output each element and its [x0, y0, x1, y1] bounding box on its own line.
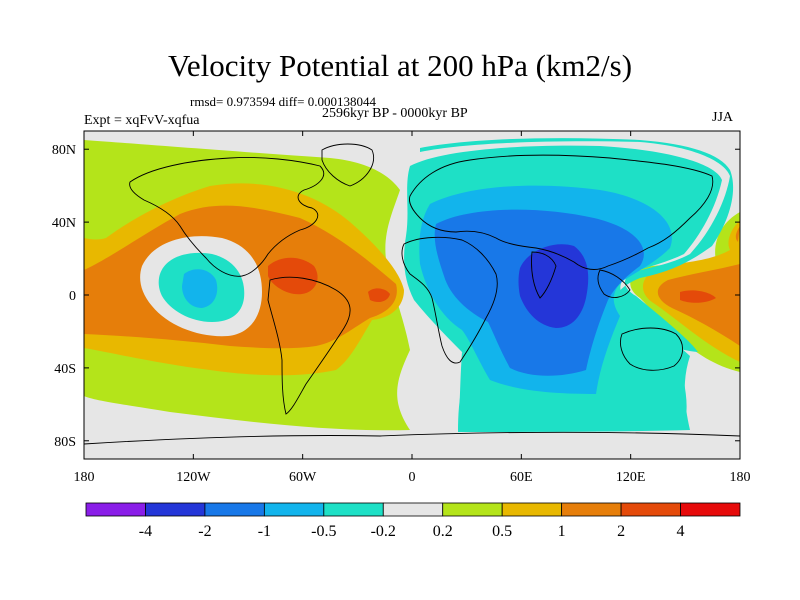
y-tick-label: 0 — [69, 289, 76, 304]
colorbar-label: 0.2 — [433, 523, 453, 540]
africa-outline — [401, 236, 498, 364]
colorbar-swatch — [204, 502, 265, 517]
map-title: Velocity Potential at 200 hPa (km2/s) — [167, 48, 633, 83]
colorbar-swatch — [85, 502, 146, 517]
experiment-label: Expt = xqFvV-xqfua — [84, 113, 200, 128]
indian-subcontinent-outline — [531, 251, 557, 299]
season-label: JJA — [712, 110, 734, 125]
north-america-outline — [129, 157, 325, 277]
colorbar-label: -1 — [258, 523, 271, 540]
southeast-asia-outline — [597, 269, 631, 298]
south-america-outline — [267, 276, 351, 415]
colorbar-swatch — [323, 502, 384, 517]
x-tick-label: 120E — [616, 470, 646, 485]
y-tick-label: 40S — [54, 362, 76, 377]
greenland-outline — [321, 143, 374, 187]
australia-outline — [619, 327, 683, 371]
colorbar-swatch — [680, 502, 741, 517]
colorbar-swatch — [263, 502, 325, 517]
contour-2 — [268, 257, 318, 295]
period-label: 2596kyr BP - 0000kyr BP — [322, 106, 468, 121]
colorbar-swatch — [501, 502, 563, 517]
y-tick-label: 80N — [52, 143, 76, 158]
contour-neg-1-pacific — [182, 269, 218, 308]
x-tick-label: 60W — [289, 470, 317, 485]
contour-field — [84, 131, 740, 459]
x-tick-label: 180 — [730, 470, 751, 485]
colorbar-label: -0.2 — [371, 523, 396, 540]
colorbar-swatch — [382, 502, 444, 517]
y-tick-label: 40N — [52, 216, 76, 231]
colorbar-label: 1 — [558, 523, 566, 540]
eurasia-outline — [409, 154, 714, 270]
colorbar-label: 0.5 — [492, 523, 512, 540]
colorbar-swatch — [620, 502, 681, 517]
colorbar-label: -0.5 — [311, 523, 336, 540]
colorbar-swatch — [561, 502, 622, 517]
colorbar-label: -2 — [198, 523, 211, 540]
contour-1-east — [657, 226, 740, 346]
colorbar-label: 4 — [677, 523, 685, 540]
colorbar-label: -4 — [139, 523, 152, 540]
colorbar-swatch — [145, 502, 206, 517]
x-tick-label: 180 — [74, 470, 95, 485]
antarctica-outline — [84, 431, 740, 445]
tick-labels: 180 120W 60W 0 60E 120E 180 80N 40N 0 40S 80S — [52, 143, 751, 485]
x-tick-label: 0 — [409, 470, 416, 485]
contour-neg-2 — [518, 244, 589, 328]
x-tick-label: 120W — [176, 470, 211, 485]
colorbar-label: 2 — [617, 523, 625, 540]
stats-label: rmsd= 0.973594 diff= 0.000138044 — [190, 94, 376, 109]
colorbar-swatch — [442, 502, 503, 517]
contour-2-c — [680, 290, 716, 303]
coastlines — [84, 143, 740, 445]
tick-marks — [83, 131, 741, 459]
contour-2-b — [368, 288, 390, 302]
colorbar: -4 -2 -1 -0.5 -0.2 0.2 0.5 1 2 4 — [85, 502, 741, 540]
y-tick-label: 80S — [54, 435, 76, 450]
x-tick-label: 60E — [510, 470, 533, 485]
